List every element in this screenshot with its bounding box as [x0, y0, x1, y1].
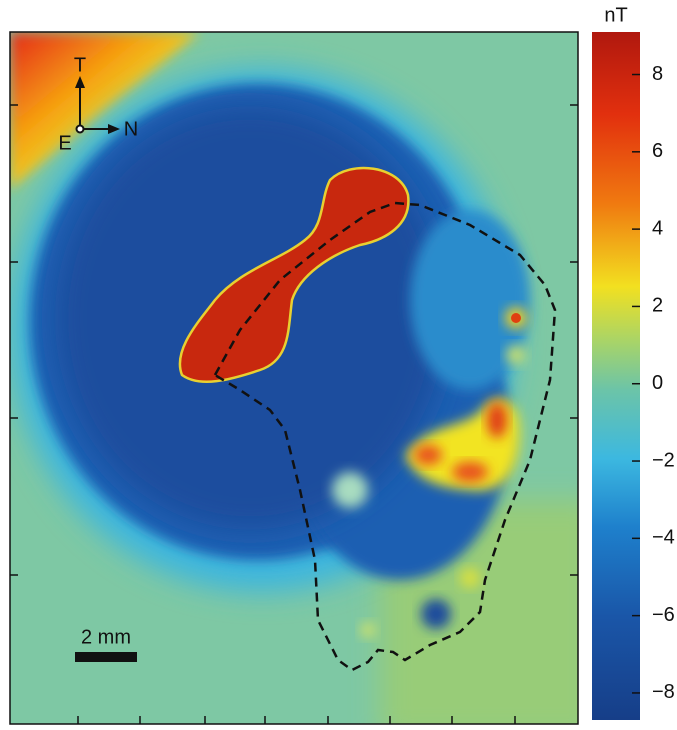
compass — [75, 76, 120, 134]
field-map — [10, 32, 578, 724]
map-frame — [9, 31, 579, 725]
colorbar-tick-label: −2 — [652, 449, 675, 471]
colorbar-tick-label: 0 — [652, 372, 663, 394]
colorbar-label: nT — [604, 4, 627, 26]
colorbar-tick-label: −6 — [652, 604, 675, 626]
colorbar — [592, 32, 640, 720]
scale-bar-label: 2 mm — [81, 626, 131, 648]
colorbar-tick-label: 6 — [652, 140, 663, 162]
colorbar-tick-label: −8 — [652, 681, 675, 703]
compass-up: T — [74, 54, 86, 76]
scale-bar — [75, 652, 137, 662]
compass-left: E — [58, 132, 71, 154]
colorbar-tick-label: 4 — [652, 217, 663, 239]
colorbar-tick-label: −4 — [652, 527, 675, 549]
colorbar-tick-label: 8 — [652, 63, 663, 85]
compass-right: N — [124, 118, 138, 140]
colorbar-tick-label: 2 — [652, 295, 663, 317]
frame-ticks — [10, 104, 578, 724]
colorbar-ticks: 8 6 4 2 0 −2 −4 −6 −8 — [632, 63, 675, 703]
